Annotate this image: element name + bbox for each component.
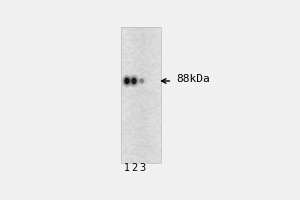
Ellipse shape (122, 74, 133, 88)
Ellipse shape (131, 78, 136, 84)
Ellipse shape (139, 78, 144, 84)
Ellipse shape (124, 77, 130, 85)
Text: 2: 2 (132, 163, 138, 173)
Ellipse shape (124, 78, 130, 84)
Ellipse shape (130, 76, 138, 86)
Ellipse shape (138, 77, 145, 85)
Ellipse shape (140, 79, 144, 83)
Ellipse shape (128, 74, 140, 88)
Ellipse shape (123, 76, 131, 86)
Text: 88kDa: 88kDa (176, 74, 210, 84)
Text: 1: 1 (124, 163, 130, 173)
Ellipse shape (137, 76, 146, 86)
Bar (121, 27, 161, 163)
Text: 3: 3 (139, 163, 145, 173)
Ellipse shape (131, 77, 137, 85)
